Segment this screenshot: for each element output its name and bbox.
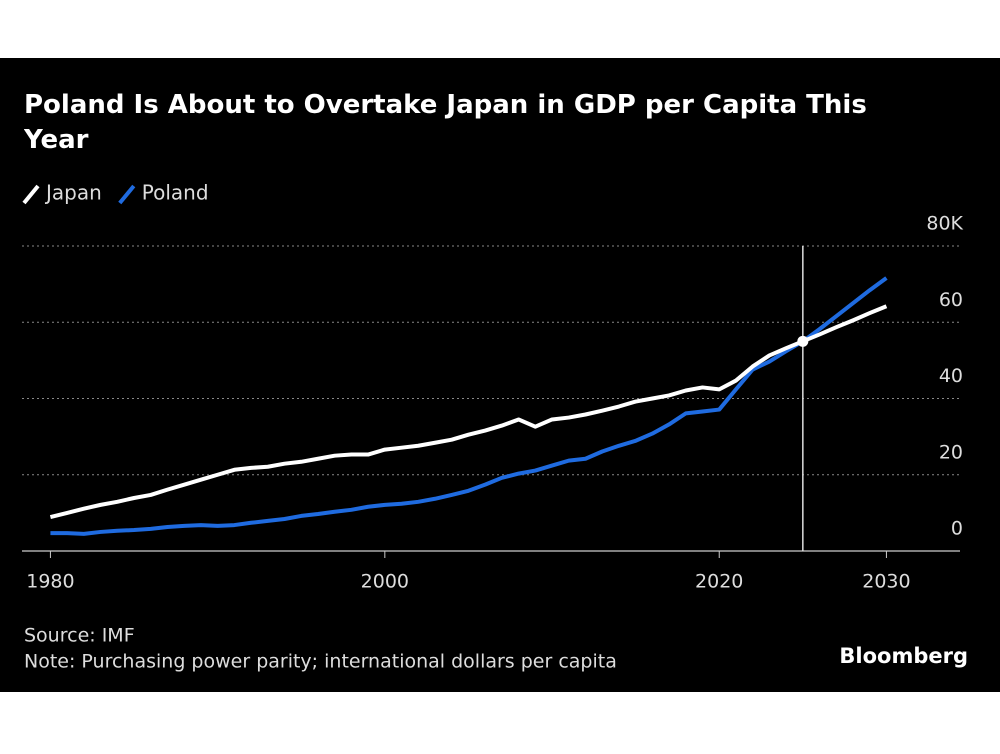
y-tick-label: 60 xyxy=(939,289,963,311)
legend-swatch xyxy=(22,184,40,205)
x-tick-label: 2030 xyxy=(862,571,910,593)
brand: Bloomberg xyxy=(839,644,968,668)
y-tick-label: 80K xyxy=(926,213,963,235)
legend-label: Poland xyxy=(142,181,209,205)
source: Source: IMF xyxy=(24,625,135,647)
background xyxy=(0,58,1000,692)
x-tick-label: 2020 xyxy=(695,571,743,593)
legend-swatch xyxy=(118,184,136,205)
legend-label: Japan xyxy=(44,181,102,205)
y-tick-label: 20 xyxy=(939,441,963,463)
y-tick-label: 0 xyxy=(951,518,963,540)
series-line xyxy=(50,276,888,536)
series-line xyxy=(49,304,888,520)
x-tick-label: 1980 xyxy=(26,571,74,593)
y-tick-label: 40 xyxy=(939,365,963,387)
x-tick-label: 2000 xyxy=(361,571,409,593)
title-box: Poland Is About to Overtake Japan in GDP… xyxy=(24,90,867,155)
note: Note: Purchasing power parity; internati… xyxy=(24,651,617,673)
chart-title: Poland Is About to Overtake Japan in GDP… xyxy=(24,90,867,155)
highlight-dot xyxy=(797,335,809,347)
